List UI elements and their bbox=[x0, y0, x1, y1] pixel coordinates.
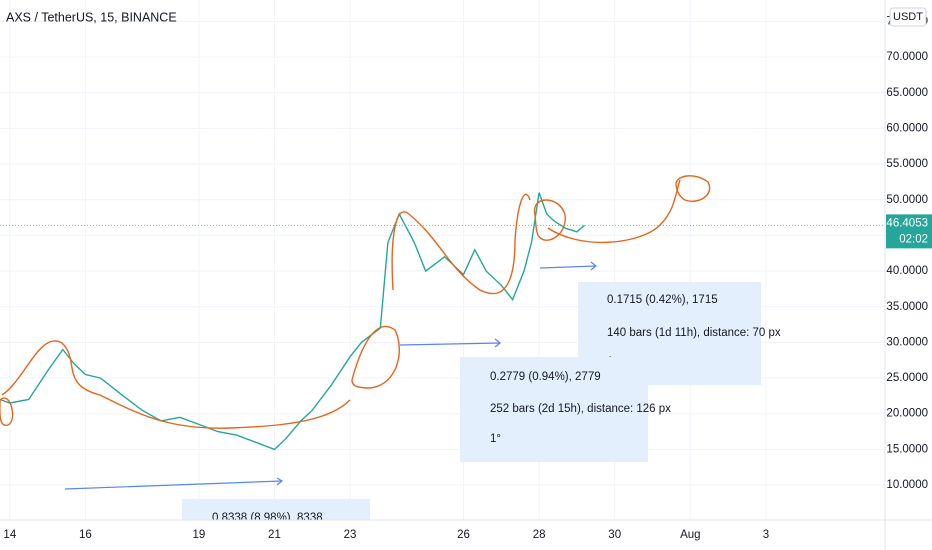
arrows bbox=[64, 261, 597, 490]
y-tick-label: 65.0000 bbox=[886, 87, 928, 99]
curve bbox=[391, 193, 531, 295]
x-tick-label: 16 bbox=[79, 529, 92, 541]
ellipse bbox=[0, 397, 14, 426]
x-axis-bg bbox=[0, 520, 932, 550]
y-tick-label: 60.0000 bbox=[886, 122, 928, 134]
measure-text: 1° bbox=[490, 433, 501, 445]
arrow bbox=[539, 261, 597, 271]
arrow bbox=[64, 477, 284, 490]
x-tick-label: 14 bbox=[3, 529, 16, 541]
y-tick-label: 35.0000 bbox=[886, 301, 928, 313]
ellipse bbox=[351, 325, 401, 389]
measure-text: 0.2779 (0.94%), 2779 bbox=[490, 371, 601, 383]
y-tick-label: 10.0000 bbox=[886, 479, 928, 491]
x-tick-label: 30 bbox=[608, 529, 621, 541]
measure-text: 0.1715 (0.42%), 1715 bbox=[607, 294, 718, 306]
ellipse bbox=[533, 199, 566, 241]
box-bg bbox=[460, 357, 648, 462]
curve bbox=[1, 340, 351, 429]
y-tick-label: 50.0000 bbox=[886, 194, 928, 206]
drawings bbox=[0, 175, 711, 429]
x-tick-label: 26 bbox=[457, 529, 470, 541]
currency: USDT bbox=[893, 11, 923, 23]
y-tick-label: 15.0000 bbox=[886, 443, 928, 455]
chart-title: AXS / TetherUS, 15, BINANCE bbox=[6, 10, 177, 24]
price-line bbox=[0, 192, 585, 451]
x-tick-label: Aug bbox=[680, 529, 700, 541]
box-bg bbox=[182, 499, 370, 520]
x-tick-label: 21 bbox=[268, 529, 281, 541]
y-tick-label: 40.0000 bbox=[886, 265, 928, 277]
curve bbox=[547, 179, 681, 244]
ellipse bbox=[675, 175, 711, 202]
axes: 10.0000 15.0000 20.0000 25.0000 30.0000 35.00… bbox=[3, 15, 932, 541]
arrow bbox=[399, 338, 501, 348]
measure-text: 252 bars (2d 15h), distance: 126 px bbox=[490, 403, 671, 415]
y-tick-label: 30.0000 bbox=[886, 336, 928, 348]
x-tick-label: 23 bbox=[344, 529, 357, 541]
plot bbox=[0, 192, 885, 451]
x-tick-label: 3 bbox=[763, 529, 769, 541]
measure-text: 140 bars (1d 11h), distance: 70 px bbox=[607, 327, 781, 339]
last-price-box bbox=[886, 214, 932, 249]
y-tick-label: 55.0000 bbox=[886, 158, 928, 170]
y-tick-label: 20.0000 bbox=[886, 408, 928, 420]
y-axis-bg bbox=[885, 0, 932, 550]
measure-box: 0.1715 (0.42%), 1715 140 bars (1d 11h), … bbox=[182, 282, 781, 524]
y-tick-label: 70.0000 bbox=[886, 51, 928, 63]
x-tick-label: 28 bbox=[533, 529, 546, 541]
last-price-label: 46.4053 bbox=[886, 217, 928, 229]
countdown: 02:02 bbox=[899, 233, 928, 245]
currency-box bbox=[889, 7, 927, 27]
y-tick-label: 25.0000 bbox=[886, 372, 928, 384]
grid bbox=[0, 0, 885, 520]
x-tick-label: 19 bbox=[192, 529, 205, 541]
